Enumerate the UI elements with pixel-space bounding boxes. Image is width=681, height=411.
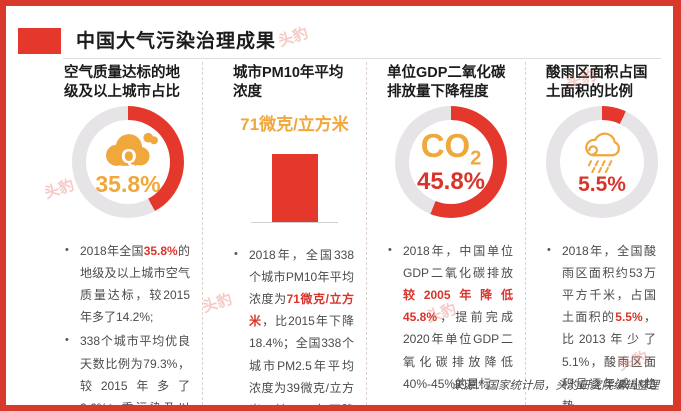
column-header: 空气质量达标的地级及以上城市占比 (64, 65, 180, 100)
co2-value: 45.8% (416, 167, 486, 195)
metric-column-air-quality: 空气质量达标的地级及以上城市占比 (18, 62, 203, 405)
bullet-item: 2018年，全国338个城市PM10年平均浓度为71微克/立方米，比2015年下… (233, 244, 354, 405)
header-divider (63, 58, 661, 59)
air-quality-donut-chart: Q 35.8% (72, 105, 184, 218)
pm10-bar-chart (233, 139, 356, 231)
metric-column-co2: 单位GDP二氧化碳排放量下降程度 CO2 45.8% 2018年，中国单位GDP… (367, 62, 526, 405)
co2-visual: CO2 45.8% (387, 105, 515, 226)
rain-cloud-icon (585, 132, 620, 173)
column-header: 城市PM10年平均浓度 (233, 65, 344, 100)
metrics-columns: 空气质量达标的地级及以上城市占比 (18, 62, 660, 405)
brand-logo-block (18, 28, 61, 54)
pm10-bullets: 2018年，全国338个城市PM10年平均浓度为71微克/立方米，比2015年下… (233, 244, 356, 405)
acid-rain-donut-chart: 5.5% (546, 105, 658, 218)
column-header: 单位GDP二氧化碳排放量下降程度 (387, 65, 506, 100)
co2-formula: CO2 (420, 127, 482, 170)
acid-rain-value: 5.5% (578, 172, 626, 196)
bullet-item: 2018年，中国单位GDP二氧化碳排放较2005年降低45.8%，提前完成202… (387, 240, 513, 395)
pm10-value-label: 71微克/立方米 (240, 114, 349, 134)
acid-rain-visual: 5.5% (546, 105, 658, 226)
acid-rain-bullets: 2018年，全国酸雨区面积约53万平方千米，占国土面积的5.5%，比2013年少… (546, 240, 658, 405)
air-quality-bullets: 2018年全国35.8%的地级及以上城市空气质量达标，较2015年多了14.2%… (64, 240, 192, 405)
bullet-item: 338个城市平均优良天数比例为79.3%，较2015年多了2.6%；重污染及以上… (64, 330, 190, 405)
cloud-q-icon: Q (106, 132, 158, 168)
metric-column-pm10: 城市PM10年平均浓度 71微克/立方米 2018年，全国338个城市PM10年… (203, 62, 367, 405)
bar-baseline (251, 221, 338, 223)
air-quality-value: 35.8% (95, 170, 161, 197)
co2-donut-chart: CO2 45.8% (395, 105, 507, 218)
page-title: 中国大气污染治理成果 (76, 31, 277, 52)
bullet-item: 2018年，全国酸雨区面积约53万平方千米，占国土面积的5.5%，比2013年少… (546, 240, 656, 405)
column-header: 酸雨区面积占国土面积的比例 (546, 65, 648, 100)
metric-column-acid-rain: 酸雨区面积占国土面积的比例 (526, 62, 668, 405)
watermark: 头豹 (276, 24, 311, 51)
svg-text:Q: Q (121, 146, 137, 168)
pm10-visual: 71微克/立方米 (233, 110, 356, 230)
co2-bullets: 2018年，中国单位GDP二氧化碳排放较2005年降低45.8%，提前完成202… (387, 240, 515, 395)
source-note: 来源：国家统计局，头豹研究院编辑整理 (452, 380, 659, 392)
air-quality-visual: Q 35.8% (64, 105, 192, 226)
pm10-bar (271, 153, 318, 222)
bullet-item: 2018年全国35.8%的地级及以上城市空气质量达标，较2015年多了14.2%… (64, 240, 190, 329)
